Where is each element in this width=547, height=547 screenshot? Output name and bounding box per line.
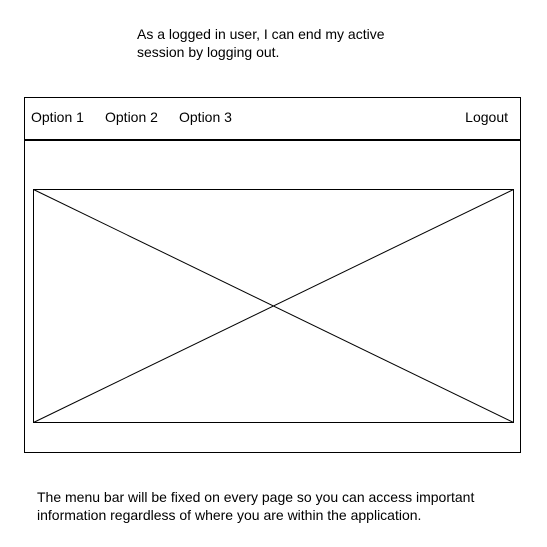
user-story-line-2: session by logging out. [137,44,280,60]
menu-option-3[interactable]: Option 3 [179,109,232,125]
image-placeholder-diagonal-2 [33,189,514,423]
menu-option-2[interactable]: Option 2 [105,109,158,125]
menu-bar-note-line-1: The menu bar will be fixed on every page… [37,489,475,505]
menu-bar: Option 1 Option 2 Option 3 Logout [25,98,520,141]
menu-option-1[interactable]: Option 1 [31,109,84,125]
image-placeholder-border [33,189,514,423]
image-placeholder [33,189,514,423]
page-wireframe: Option 1 Option 2 Option 3 Logout [24,97,521,453]
logout-button[interactable]: Logout [465,109,508,125]
user-story-line-1: As a logged in user, I can end my active [137,26,385,42]
menu-bar-note: The menu bar will be fixed on every page… [37,488,507,524]
user-story-text: As a logged in user, I can end my active… [137,25,437,61]
menu-bar-note-line-2: information regardless of where you are … [37,507,422,523]
